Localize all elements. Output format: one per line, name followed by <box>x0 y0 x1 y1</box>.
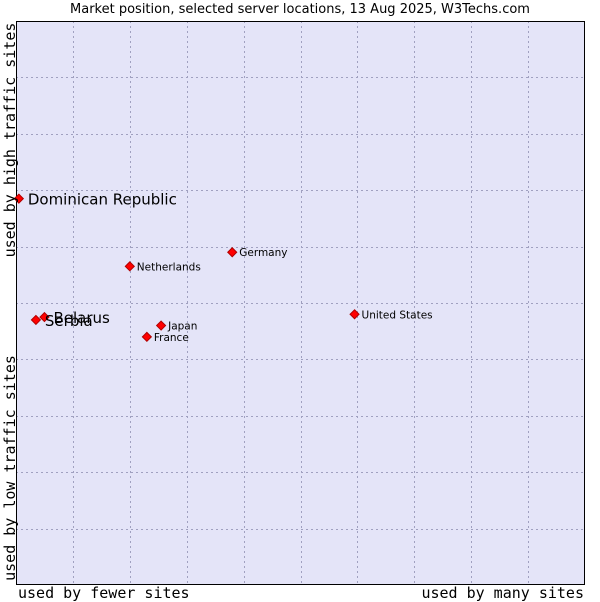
point-dominican-republic: Dominican Republic <box>13 191 177 209</box>
chart-title: Market position, selected server locatio… <box>70 2 530 17</box>
y-axis-label-bottom: used by low traffic sites <box>1 355 19 581</box>
point-marker-netherlands <box>124 261 136 272</box>
point-united-states: United States <box>349 309 433 321</box>
y-axis-label-top: used by high traffic sites <box>1 22 19 258</box>
point-serbia: Serbia <box>30 312 93 330</box>
point-marker-united-states <box>349 309 360 320</box>
point-france: France <box>141 331 189 344</box>
point-label-france: France <box>154 332 189 344</box>
point-label-japan: Japan <box>167 321 197 333</box>
plot-frame <box>16 21 585 585</box>
grid <box>16 21 585 585</box>
point-label-germany: Germany <box>239 247 287 259</box>
point-marker-dominican-republic <box>13 193 25 204</box>
x-axis-label-left: used by fewer sites <box>18 584 190 602</box>
point-marker-germany <box>227 247 238 258</box>
data-points: Dominican Republic Germany Netherlands Unit… <box>13 191 433 344</box>
point-netherlands: Netherlands <box>124 261 201 273</box>
point-label-serbia: Serbia <box>45 312 93 330</box>
point-label-united-states: United States <box>362 309 433 321</box>
point-japan: Japan <box>155 320 197 333</box>
point-label-belarus: Belarus <box>53 309 110 327</box>
point-marker-japan <box>155 320 167 331</box>
x-axis-label-right: used by many sites <box>421 584 584 602</box>
plot-area <box>16 21 585 585</box>
point-belarus: Belarus <box>39 309 110 327</box>
point-label-netherlands: Netherlands <box>137 261 201 273</box>
point-marker-belarus <box>39 311 50 323</box>
point-marker-france <box>141 331 153 343</box>
point-label-dominican-republic: Dominican Republic <box>28 191 177 209</box>
point-germany: Germany <box>227 247 287 259</box>
point-marker-serbia <box>30 314 42 326</box>
